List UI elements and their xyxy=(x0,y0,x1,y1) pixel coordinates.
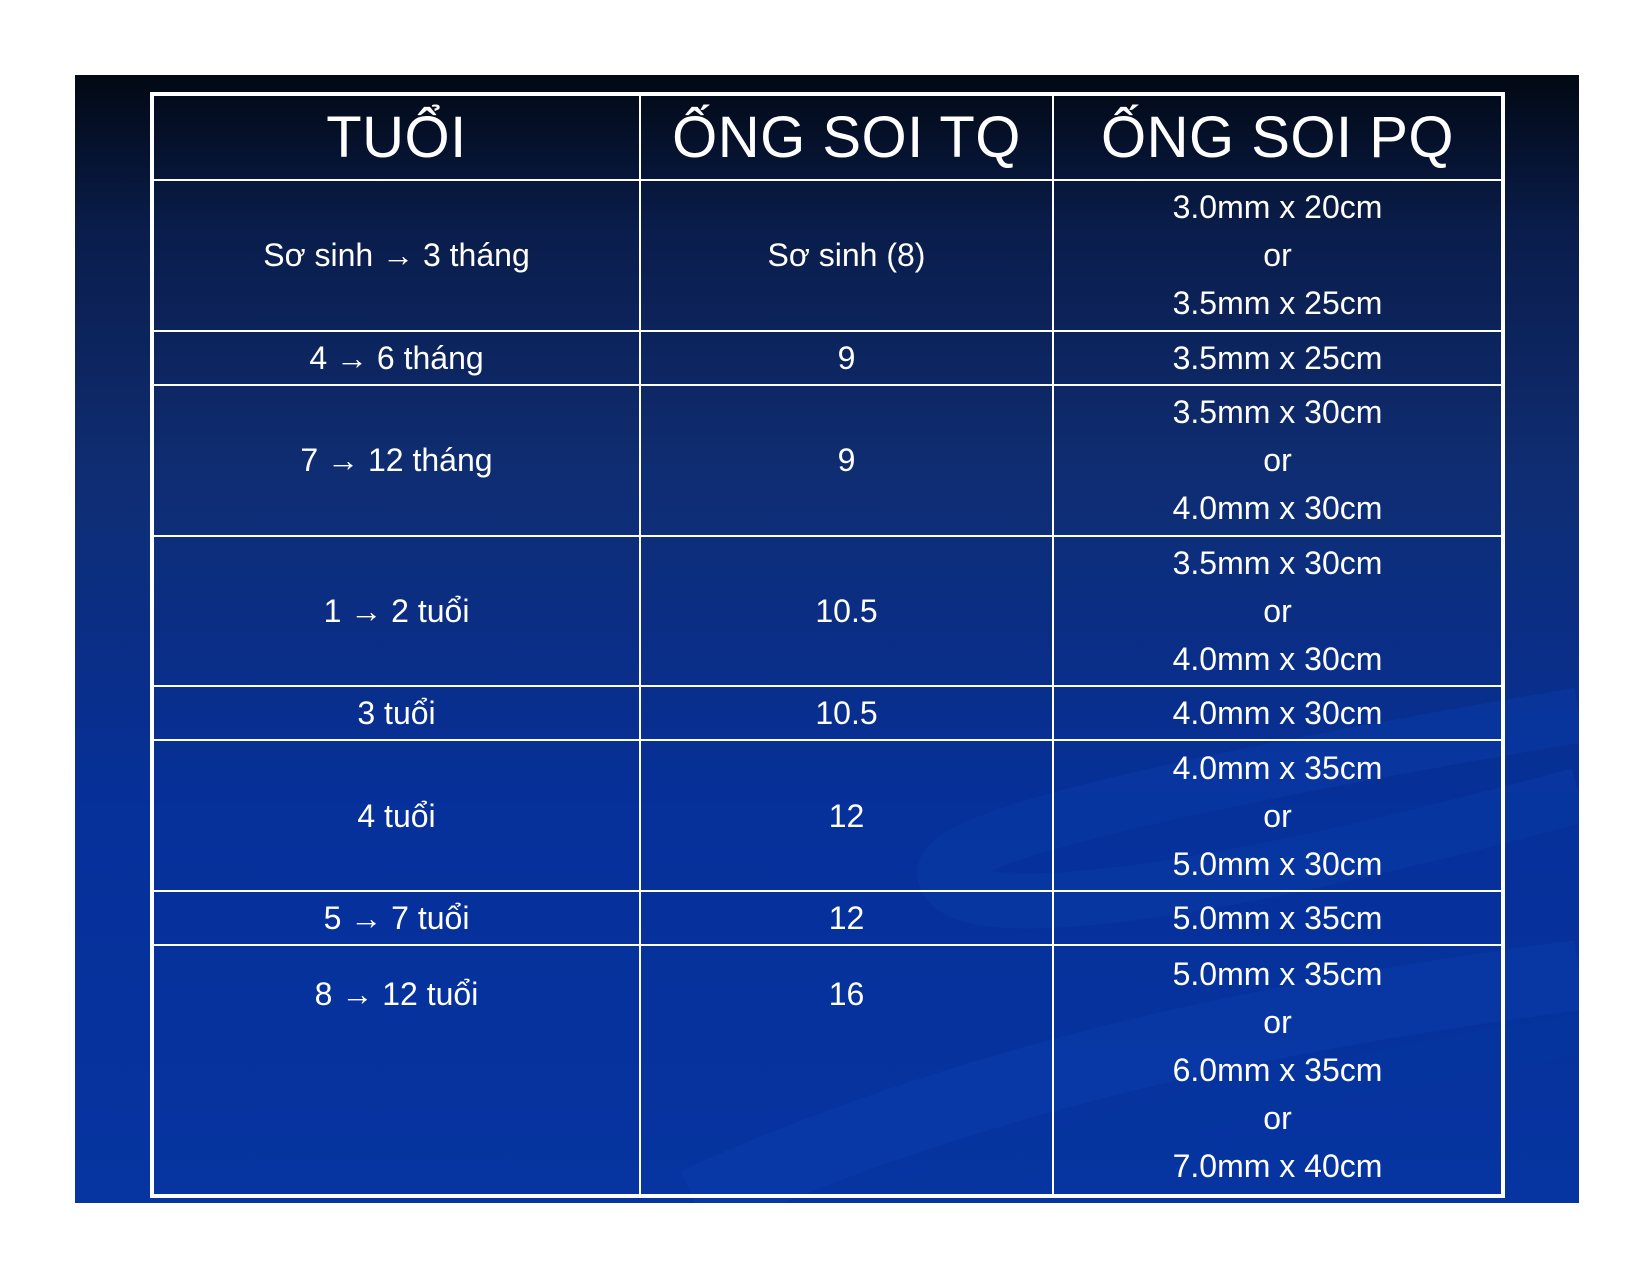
pq-size-line: 3.5mm x 25cm xyxy=(1172,339,1383,376)
table-header-row: TUỔI ỐNG SOI TQ ỐNG SOI PQ xyxy=(151,93,1504,181)
cell-age: 1 → 2 tuổi xyxy=(151,534,641,688)
table-row: Sơ sinh → 3 tháng Sơ sinh (8) 3.0mm x 20cm… xyxy=(151,179,1504,332)
endoscope-size-table: TUỔI ỐNG SOI TQ ỐNG SOI PQ Sơ sinh → 3 t… xyxy=(150,92,1505,1198)
pq-size-line: 6.0mm x 35cm xyxy=(1172,1051,1383,1088)
pq-size-line: 3.5mm x 25cm xyxy=(1172,285,1383,322)
cell-pq-size: 5.0mm x 35cm or 6.0mm x 35cm or 7.0mm x 40cm xyxy=(1052,943,1504,1198)
cell-age: 7 → 12 tháng xyxy=(151,383,641,537)
header-tq-scope: ỐNG SOI TQ xyxy=(639,93,1054,181)
pq-size-line: or xyxy=(1263,797,1292,834)
cell-age: 5 → 7 tuổi xyxy=(151,890,641,946)
pq-size-line: or xyxy=(1263,1003,1292,1040)
cell-age: Sơ sinh → 3 tháng xyxy=(151,179,641,332)
slide-background: TUỔI ỐNG SOI TQ ỐNG SOI PQ Sơ sinh → 3 t… xyxy=(75,75,1579,1203)
pq-size-line: 3.5mm x 30cm xyxy=(1172,394,1383,431)
pq-size-line: 4.0mm x 35cm xyxy=(1172,749,1383,786)
table-row: 5 → 7 tuổi 12 5.0mm x 35cm xyxy=(151,890,1504,946)
cell-pq-size: 5.0mm x 35cm xyxy=(1052,890,1504,946)
cell-age: 8 → 12 tuổi xyxy=(151,943,641,1198)
pq-size-line: 3.0mm x 20cm xyxy=(1172,189,1383,226)
pq-size-line: 4.0mm x 30cm xyxy=(1172,640,1383,677)
pq-size-line: 4.0mm x 30cm xyxy=(1172,695,1383,732)
cell-pq-size: 3.5mm x 30cm or 4.0mm x 30cm xyxy=(1052,383,1504,537)
cell-tq-size: 9 xyxy=(639,383,1054,537)
cell-tq-size: 10.5 xyxy=(639,685,1054,742)
header-age: TUỔI xyxy=(151,93,641,181)
table-row: 1 → 2 tuổi 10.5 3.5mm x 30cm or 4.0mm x 30cm xyxy=(151,534,1504,688)
cell-tq-size: 16 xyxy=(639,943,1054,1198)
pq-size-line: 5.0mm x 35cm xyxy=(1172,955,1383,992)
cell-tq-size: 12 xyxy=(639,890,1054,946)
cell-pq-size: 4.0mm x 30cm xyxy=(1052,685,1504,742)
table-row: 3 tuổi 10.5 4.0mm x 30cm xyxy=(151,685,1504,742)
pq-size-line: or xyxy=(1263,442,1292,479)
pq-size-line: 3.5mm x 30cm xyxy=(1172,544,1383,581)
cell-pq-size: 4.0mm x 35cm or 5.0mm x 30cm xyxy=(1052,739,1504,893)
cell-tq-size: 9 xyxy=(639,329,1054,386)
pq-size-line: or xyxy=(1263,592,1292,629)
cell-tq-size: 10.5 xyxy=(639,534,1054,688)
cell-pq-size: 3.5mm x 30cm or 4.0mm x 30cm xyxy=(1052,534,1504,688)
cell-pq-size: 3.5mm x 25cm xyxy=(1052,329,1504,386)
table-row: 4 tuổi 12 4.0mm x 35cm or 5.0mm x 30cm xyxy=(151,739,1504,893)
cell-age: 3 tuổi xyxy=(151,685,641,742)
pq-size-line: 5.0mm x 35cm xyxy=(1172,899,1383,936)
header-pq-scope: ỐNG SOI PQ xyxy=(1052,93,1504,181)
pq-size-line: 4.0mm x 30cm xyxy=(1172,490,1383,527)
cell-tq-size: 12 xyxy=(639,739,1054,893)
cell-pq-size: 3.0mm x 20cm or 3.5mm x 25cm xyxy=(1052,179,1504,332)
cell-age: 4 → 6 tháng xyxy=(151,329,641,386)
table-row: 8 → 12 tuổi 16 5.0mm x 35cm or 6.0mm x 35cm o… xyxy=(151,943,1504,1198)
pq-size-line: 7.0mm x 40cm xyxy=(1172,1147,1383,1184)
cell-tq-size: Sơ sinh (8) xyxy=(639,179,1054,332)
pq-size-line: or xyxy=(1263,237,1292,274)
table-row: 4 → 6 tháng 9 3.5mm x 25cm xyxy=(151,329,1504,386)
table-row: 7 → 12 tháng 9 3.5mm x 30cm or 4.0mm x 30cm xyxy=(151,383,1504,537)
pq-size-line: or xyxy=(1263,1099,1292,1136)
cell-age: 4 tuổi xyxy=(151,739,641,893)
pq-size-line: 5.0mm x 30cm xyxy=(1172,845,1383,882)
